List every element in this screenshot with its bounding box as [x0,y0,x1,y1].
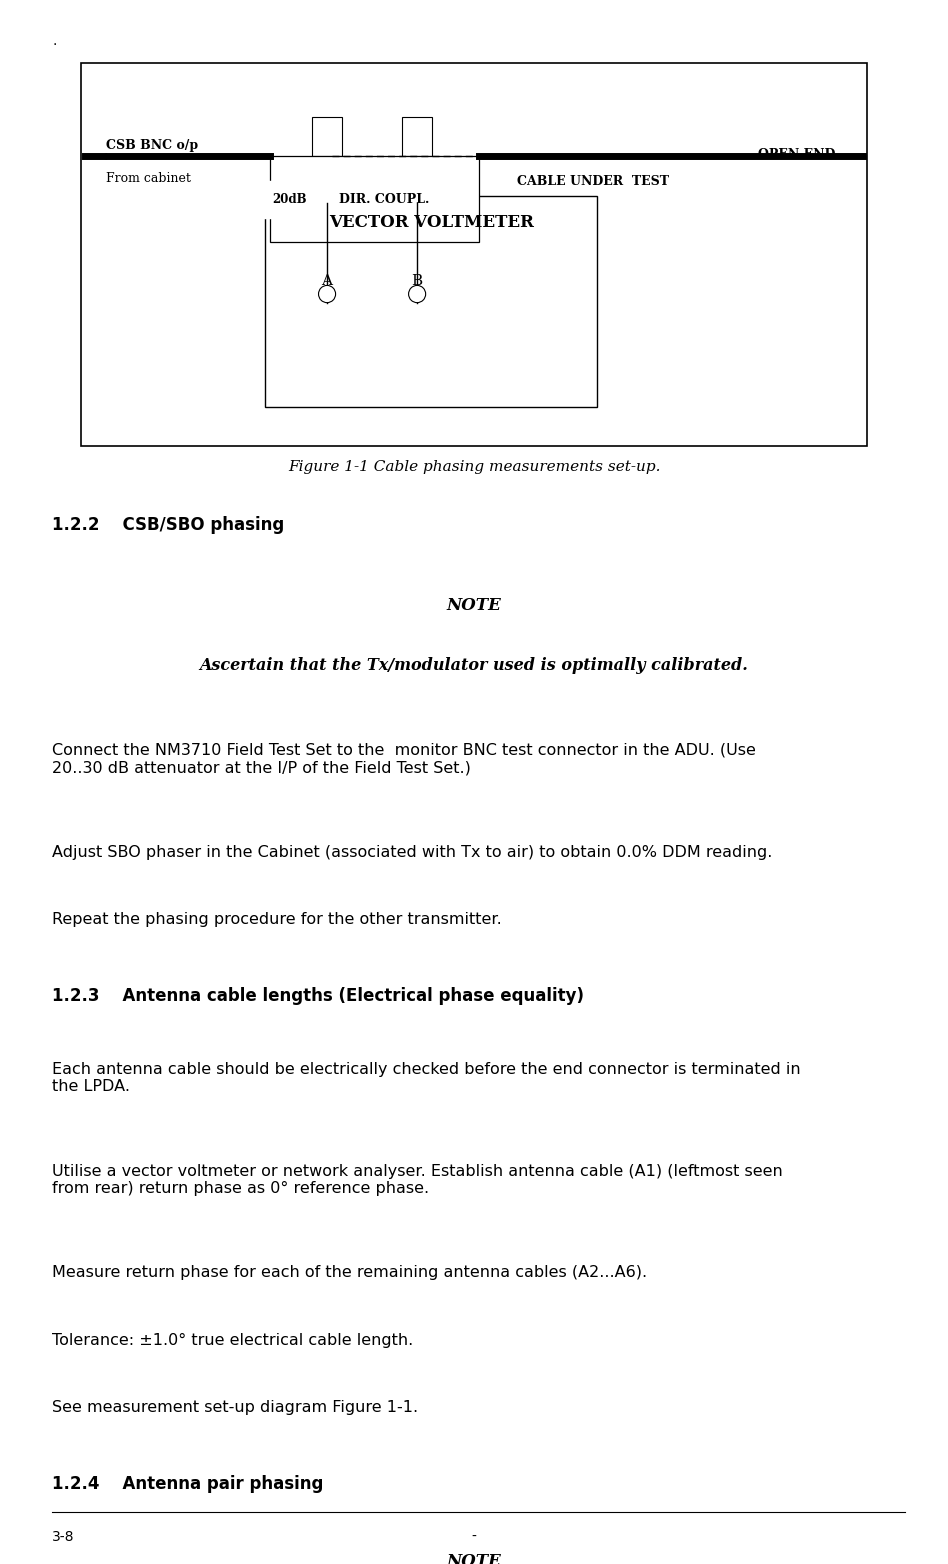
Text: NOTE: NOTE [447,1553,501,1564]
Text: 1.2.2    CSB/SBO phasing: 1.2.2 CSB/SBO phasing [52,516,284,535]
Text: .: . [52,34,57,48]
Text: 1.2.4    Antenna pair phasing: 1.2.4 Antenna pair phasing [52,1475,323,1494]
FancyBboxPatch shape [81,63,867,446]
Ellipse shape [319,285,336,302]
Text: From cabinet: From cabinet [106,172,191,185]
Ellipse shape [409,285,426,302]
Text: Ascertain that the Tx/modulator used is optimally calibrated.: Ascertain that the Tx/modulator used is … [200,657,748,674]
Text: CABLE UNDER  TEST: CABLE UNDER TEST [517,175,668,188]
Text: 3-8: 3-8 [52,1530,75,1544]
Text: DIR. COUPL.: DIR. COUPL. [338,192,429,206]
Text: Figure 1-1 Cable phasing measurements set-up.: Figure 1-1 Cable phasing measurements se… [288,460,660,474]
Text: VECTOR VOLTMETER: VECTOR VOLTMETER [329,214,534,231]
Text: NOTE: NOTE [447,597,501,615]
Text: CSB BNC o/p: CSB BNC o/p [106,139,198,152]
Text: 1.2.3    Antenna cable lengths (Electrical phase equality): 1.2.3 Antenna cable lengths (Electrical … [52,987,584,1006]
FancyBboxPatch shape [312,117,342,156]
Text: Tolerance: ±1.0° true electrical cable length.: Tolerance: ±1.0° true electrical cable l… [52,1333,413,1348]
Text: Connect the NM3710 Field Test Set to the  monitor BNC test connector in the ADU.: Connect the NM3710 Field Test Set to the… [52,743,756,776]
Text: -: - [471,1530,477,1544]
Text: OPEN END: OPEN END [758,149,836,161]
Text: See measurement set-up diagram Figure 1-1.: See measurement set-up diagram Figure 1-… [52,1400,418,1415]
Text: 20dB: 20dB [272,192,306,206]
FancyBboxPatch shape [265,196,597,407]
Text: A: A [321,274,333,288]
Text: Measure return phase for each of the remaining antenna cables (A2...A6).: Measure return phase for each of the rem… [52,1265,647,1281]
Text: Adjust SBO phaser in the Cabinet (associated with Tx to air) to obtain 0.0% DDM : Adjust SBO phaser in the Cabinet (associ… [52,845,773,860]
Text: B: B [411,274,423,288]
Text: Repeat the phasing procedure for the other transmitter.: Repeat the phasing procedure for the oth… [52,912,501,927]
FancyBboxPatch shape [270,156,479,242]
Text: Each antenna cable should be electrically checked before the end connector is te: Each antenna cable should be electricall… [52,1062,801,1095]
Text: Utilise a vector voltmeter or network analyser. Establish antenna cable (A1) (le: Utilise a vector voltmeter or network an… [52,1164,783,1196]
FancyBboxPatch shape [402,117,432,156]
